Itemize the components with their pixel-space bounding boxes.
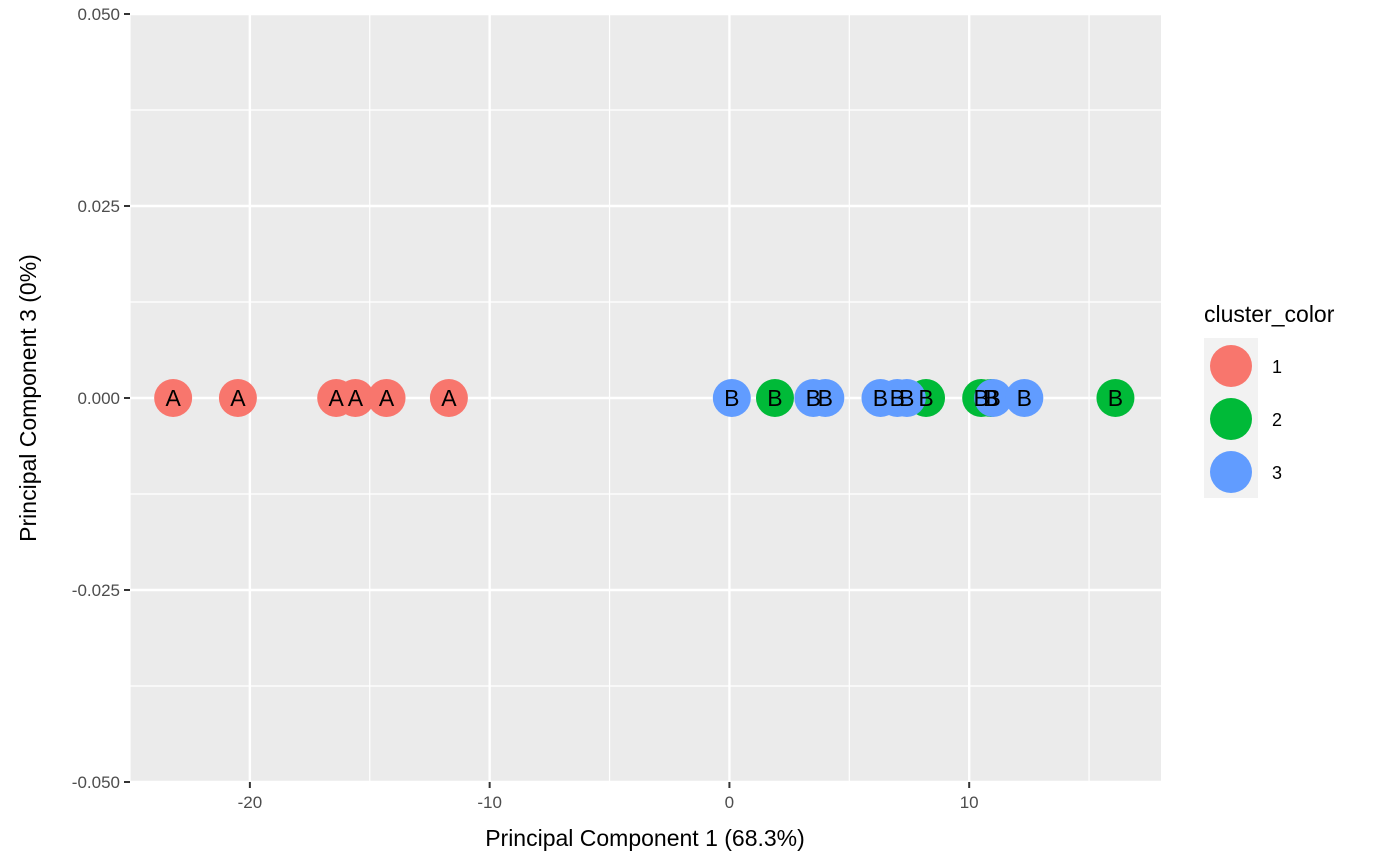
data-label: B [890,385,905,411]
data-point-1 [336,379,375,417]
data-point-1 [154,379,193,417]
data-point-2 [755,379,794,417]
data-label: A [379,385,395,411]
data-label: A [230,385,246,411]
data-label: B [985,385,1000,411]
data-label: B [918,385,933,411]
data-point-1 [429,379,468,417]
x-tick-label: 0 [725,793,734,812]
data-label: B [767,385,782,411]
data-label: A [441,385,457,411]
data-point-3 [1005,379,1044,417]
data-points: A A A A A A B B BB BB BB B BB B B [154,379,1135,417]
data-label: A [348,385,364,411]
data-point-2 [1096,379,1135,417]
y-tick-label: 0.050 [77,5,120,24]
x-axis-title: Principal Component 1 (68.3%) [485,825,805,851]
data-label: B [724,385,739,411]
legend-label-2: 2 [1272,410,1282,430]
data-label: B [873,385,888,411]
legend: cluster_color 1 2 3 [1204,301,1335,498]
y-tick-label: 0.025 [77,197,120,216]
legend-key-2 [1210,398,1252,440]
data-point-3 [974,379,1013,417]
data-point-3 [712,379,751,417]
y-axis: 0.050 0.025 0.000 -0.025 -0.050 [72,5,130,792]
y-tick-label: 0.000 [77,389,120,408]
y-tick-label: -0.025 [72,581,120,600]
legend-key-1 [1210,345,1252,387]
data-point-1 [367,379,406,417]
data-label: B [974,385,989,411]
y-axis-title: Principal Component 3 (0%) [15,254,41,542]
legend-title: cluster_color [1204,301,1335,327]
data-label: B [983,385,998,411]
legend-key-3 [1210,451,1252,493]
data-point-3 [806,379,845,417]
data-label: B [806,385,821,411]
data-label: A [165,385,181,411]
x-tick-label: -20 [238,793,263,812]
x-axis: -20 -10 0 10 [238,782,979,812]
legend-label-1: 1 [1272,357,1282,377]
legend-label-3: 3 [1272,463,1282,483]
data-point-1 [218,379,257,417]
data-label: B [899,385,914,411]
data-label: A [329,385,345,411]
data-point-3 [887,379,926,417]
x-tick-label: -10 [477,793,502,812]
data-label: B [818,385,833,411]
y-tick-label: -0.050 [72,773,120,792]
data-label: B [1108,385,1123,411]
x-tick-label: 10 [960,793,979,812]
data-label: B [1017,385,1032,411]
